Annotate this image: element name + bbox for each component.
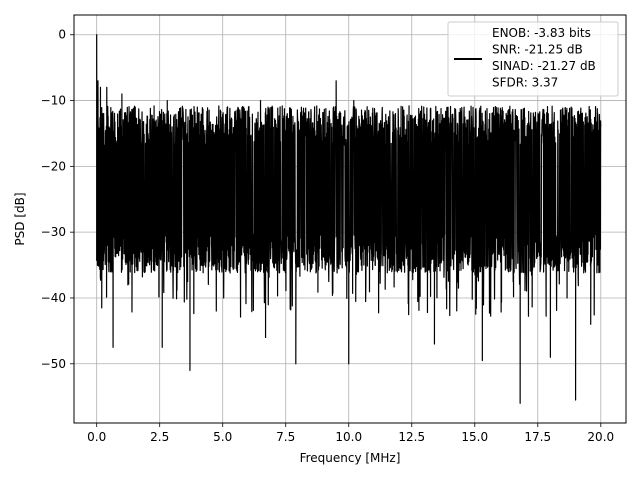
legend-sfdr: SFDR: 3.37 [492, 76, 558, 90]
y-axis-label: PSD [dB] [13, 192, 27, 245]
y-tick-label-3: −30 [41, 225, 66, 239]
x-tick-label-4: 10.0 [335, 430, 362, 444]
x-tick-label-8: 20.0 [587, 430, 614, 444]
legend-snr: SNR: -21.25 dB [492, 43, 583, 57]
psd-series-line [96, 34, 602, 404]
x-tick-label-2: 5.0 [213, 430, 232, 444]
series-layer [96, 34, 602, 404]
x-tick-label-7: 17.5 [524, 430, 551, 444]
y-tick-label-2: −20 [41, 159, 66, 173]
y-axis-ticks: 0 −10 −20 −30 −40 −50 [41, 28, 74, 371]
y-tick-label-5: −50 [41, 357, 66, 371]
x-tick-label-0: 0.0 [87, 430, 106, 444]
x-tick-label-6: 15.0 [461, 430, 488, 444]
y-tick-label-0: 0 [58, 28, 66, 42]
x-tick-label-3: 7.5 [276, 430, 295, 444]
y-tick-label-4: −40 [41, 291, 66, 305]
legend-box [447, 21, 619, 97]
y-tick-label-1: −10 [41, 94, 66, 108]
legend: ENOB: -3.83 bits SNR: -21.25 dB SINAD: -… [447, 21, 619, 97]
x-axis-ticks: 0.0 2.5 5.0 7.5 10.0 12.5 15.0 17.5 20.0 [87, 423, 614, 444]
x-tick-label-5: 12.5 [398, 430, 425, 444]
x-axis-label: Frequency [MHz] [300, 451, 401, 465]
legend-sinad: SINAD: -21.27 dB [492, 59, 596, 73]
x-tick-label-1: 2.5 [150, 430, 169, 444]
axes-frame [73, 14, 627, 424]
legend-enob: ENOB: -3.83 bits [492, 26, 591, 40]
